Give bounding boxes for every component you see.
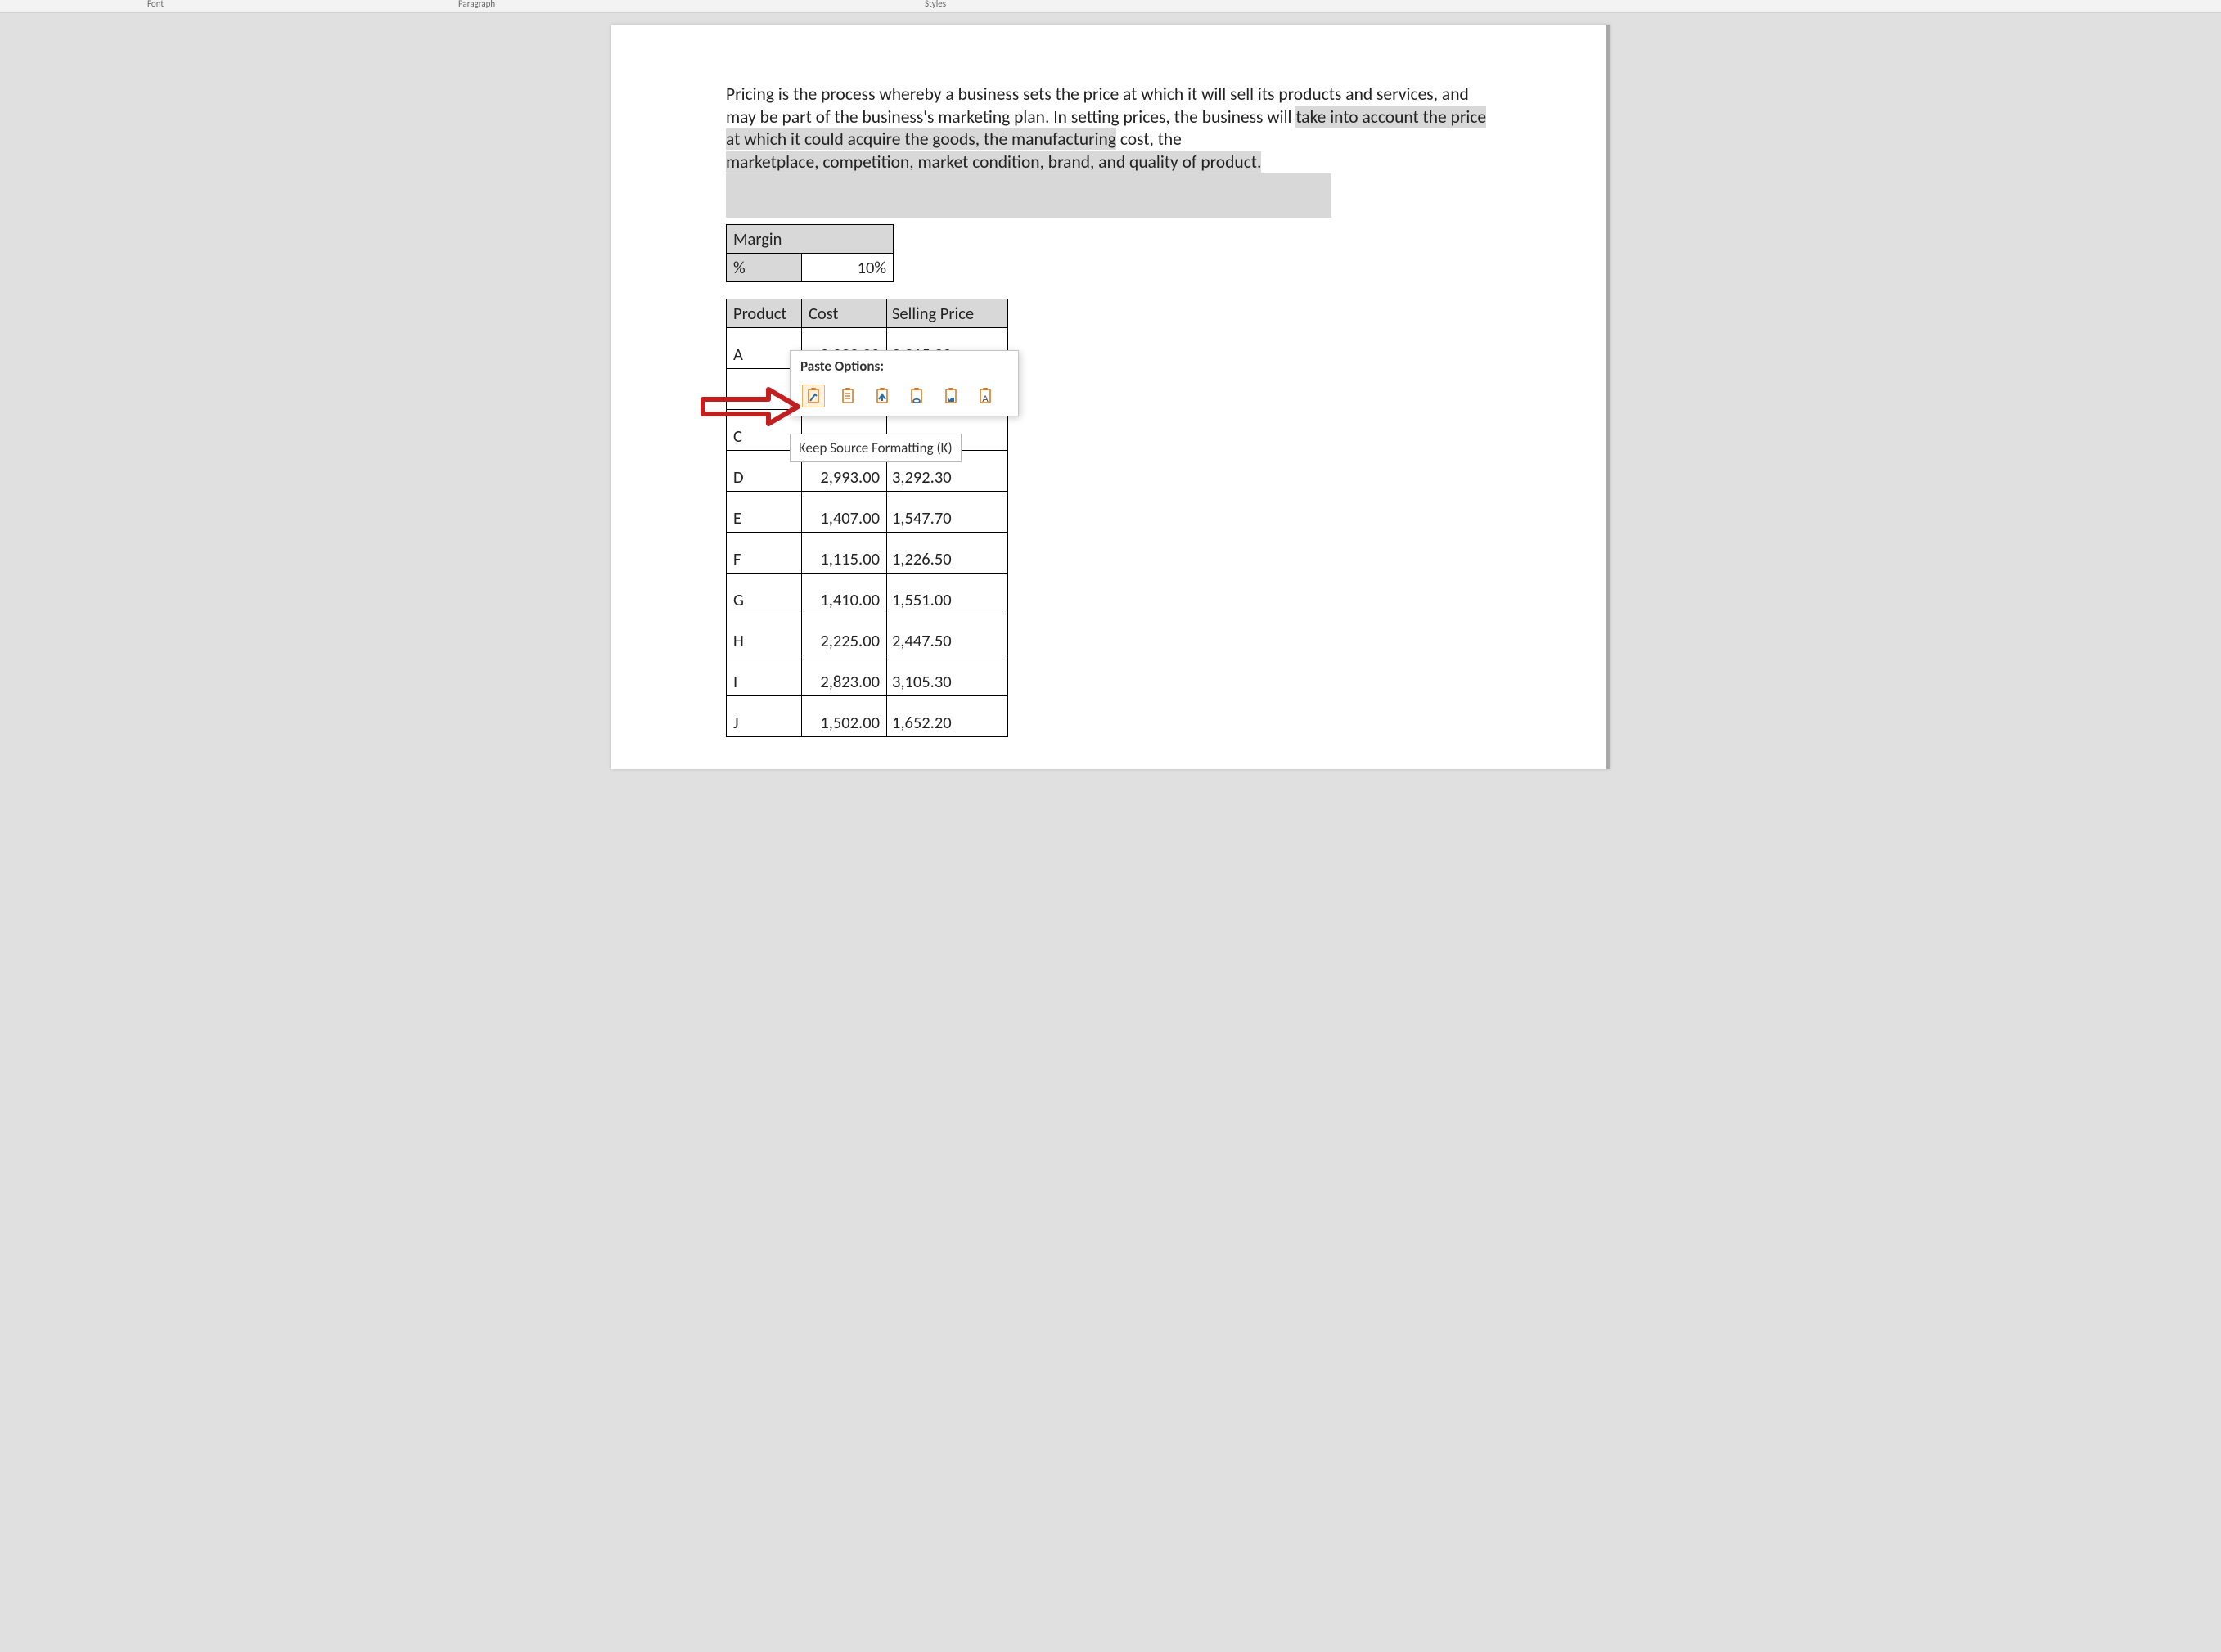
svg-text:A: A (982, 394, 989, 404)
table-row: G 1,410.00 1,551.00 (727, 574, 1008, 614)
margin-percent-label: % (727, 254, 802, 282)
margin-table[interactable]: Margin % 10% (726, 224, 894, 282)
keep-source-formatting-icon[interactable] (802, 385, 825, 407)
ribbon-group-font: Font (147, 0, 164, 9)
link-and-use-destination-icon[interactable] (939, 385, 962, 407)
link-and-keep-source-icon[interactable] (905, 385, 928, 407)
table-row: % 10% (727, 254, 894, 282)
merge-formatting-icon[interactable] (836, 385, 859, 407)
paste-option-tooltip: Keep Source Formatting (K) (790, 434, 962, 462)
col-product: Product (727, 299, 802, 328)
margin-label: Margin (727, 225, 894, 254)
table-row: E 1,407.00 1,547.70 (727, 492, 1008, 533)
paste-options-popup: Paste Options: (790, 350, 1019, 416)
paste-options-title: Paste Options: (797, 356, 1011, 383)
col-cost: Cost (802, 299, 887, 328)
keep-text-only-icon[interactable]: A (974, 385, 997, 407)
document-page: Pricing is the process whereby a busines… (611, 25, 1610, 769)
para-text-selected-2: marketplace, competition, market conditi… (726, 151, 1261, 173)
para-text-mid: cost, the (1116, 128, 1182, 150)
annotation-arrow (696, 386, 803, 427)
margin-percent-value: 10% (802, 254, 894, 282)
ribbon-group-paragraph: Paragraph (458, 0, 495, 9)
paste-options-icons: A (797, 383, 1011, 409)
body-paragraph[interactable]: Pricing is the process whereby a busines… (726, 83, 1492, 173)
table-header-row: Product Cost Selling Price (727, 299, 1008, 328)
use-destination-styles-icon[interactable] (871, 385, 894, 407)
table-row: H 2,225.00 2,447.50 (727, 614, 1008, 655)
col-selling: Selling Price (887, 299, 1008, 328)
table-row: J 1,502.00 1,652.20 (727, 696, 1008, 737)
ribbon-bottom-edge: Font Paragraph Styles (0, 0, 2221, 13)
ribbon-group-styles: Styles (925, 0, 946, 9)
table-row: Margin (727, 225, 894, 254)
table-row: I 2,823.00 3,105.30 (727, 655, 1008, 696)
table-row: F 1,115.00 1,226.50 (727, 533, 1008, 574)
selected-blank-region (726, 173, 1331, 218)
